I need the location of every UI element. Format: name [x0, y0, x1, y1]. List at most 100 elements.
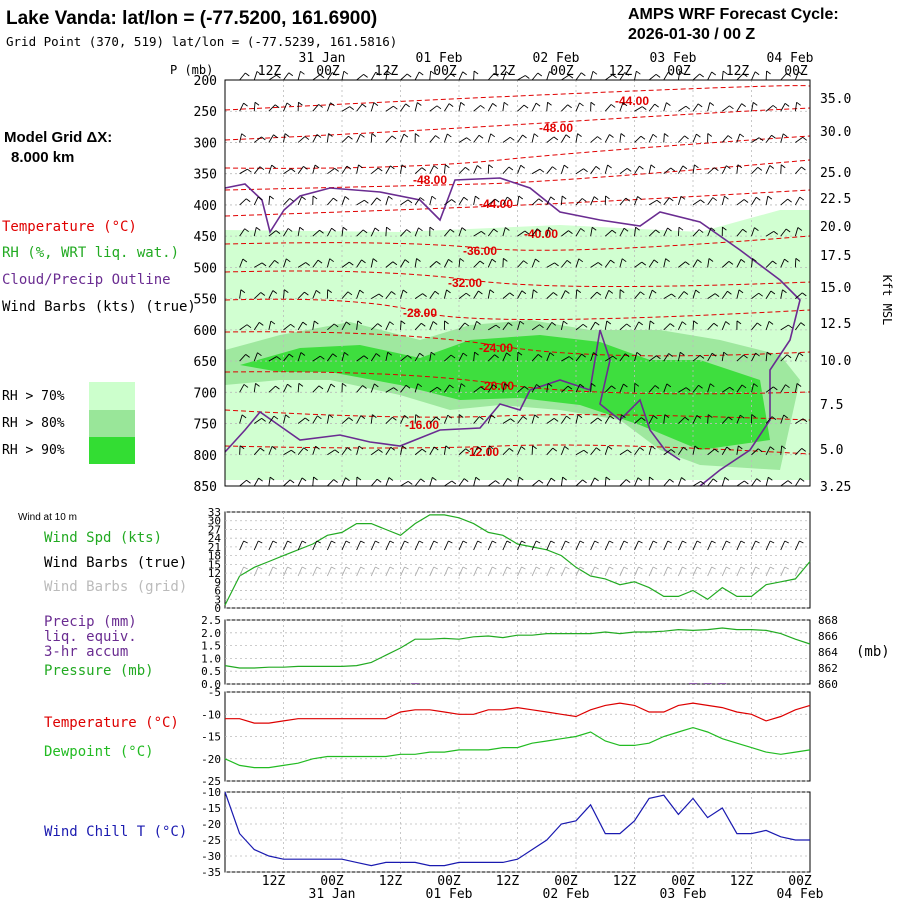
wind-barb — [312, 259, 323, 268]
wind-barb — [239, 102, 248, 112]
wind-barb — [795, 448, 807, 456]
wind-barb — [283, 133, 290, 143]
wind-barb — [590, 291, 602, 299]
wind-barb — [634, 417, 646, 424]
top-time-tick-label: 12Z — [375, 64, 399, 79]
top-time-tick-label: 12Z — [258, 64, 282, 79]
wind-barb — [619, 102, 628, 112]
wind-barb — [707, 102, 715, 112]
wind-barb — [297, 291, 309, 299]
surface-wind-barb-grid — [590, 566, 599, 577]
wind-barb — [707, 133, 713, 143]
wind-barb — [692, 445, 700, 455]
wind-barb — [531, 414, 539, 424]
wind-barb — [444, 199, 456, 206]
pressure-tick-label: 800 — [194, 449, 217, 464]
surface-wind-barb-grid — [429, 566, 438, 577]
pressure-tick-label: 864 — [818, 646, 838, 659]
wind-barb — [517, 446, 526, 455]
wind-barb — [370, 133, 377, 143]
wind-barb — [502, 322, 513, 331]
temperature-contour — [224, 444, 811, 455]
top-time-tick-label: 00Z — [784, 64, 808, 79]
wind-barb — [400, 103, 410, 112]
panel-y-tick-label: 2.0 — [201, 627, 221, 640]
pressure-axis-title: P (mb) — [170, 63, 213, 77]
panel-y-tick-label: -20 — [201, 753, 221, 766]
wind-barb — [794, 383, 802, 393]
wind-barb — [765, 231, 779, 237]
wind-barb — [356, 320, 362, 330]
wind-barb — [736, 103, 746, 112]
wind-barb — [634, 106, 647, 112]
model-grid-label: Model Grid ΔX: — [4, 129, 112, 146]
wind-barb — [795, 292, 807, 299]
wind-barb — [765, 416, 777, 424]
top-date-label: 04 Feb — [767, 51, 814, 66]
surface-wind-barb-true — [634, 540, 643, 551]
surface-wind-barb-grid — [663, 566, 672, 577]
surface-wind-barb-grid — [443, 566, 453, 577]
wind-barb — [794, 258, 801, 268]
wind-barb — [356, 355, 369, 362]
wind-barb — [692, 73, 704, 81]
wind-barb — [794, 478, 805, 487]
wind-panel: Wind at 10 m Wind Spd (kts) Wind Barbs (tr… — [18, 506, 811, 615]
wind-barb — [692, 384, 703, 393]
wind-barb — [677, 165, 688, 174]
wind-barb — [765, 195, 773, 206]
surface-wind-barb-true — [590, 540, 599, 551]
wind-barb — [239, 414, 247, 424]
wind-barb — [517, 195, 524, 205]
bottom-time-tick-label: 00Z — [437, 874, 461, 889]
wind-barb — [561, 230, 573, 237]
wind-barb — [663, 227, 672, 237]
wind-barb — [341, 135, 353, 143]
surface-wind-barb-grid — [575, 566, 585, 577]
height-tick-label: 10.0 — [820, 354, 851, 369]
temperature-contour — [224, 159, 811, 191]
top-time-tick-label: 12Z — [726, 64, 750, 79]
wind-barb — [560, 164, 569, 174]
wind-barb — [414, 71, 424, 81]
wind-barb — [502, 166, 514, 174]
wind-barb — [517, 230, 530, 237]
surface-wind-barb-grid — [385, 566, 395, 577]
wind-barb — [736, 480, 749, 487]
wind-barb — [575, 228, 585, 237]
wind-barb — [634, 261, 647, 268]
wind-barb — [590, 136, 602, 143]
wind-barb — [604, 195, 610, 205]
panel-y-tick-label: 0.0 — [201, 678, 221, 691]
wind-barb — [546, 262, 559, 268]
legend-wind-barbs: Wind Barbs (kts) (true) — [2, 299, 196, 315]
wind-barb — [751, 383, 758, 393]
height-tick-label: 30.0 — [820, 125, 851, 140]
pressure-tick-label: 700 — [194, 386, 217, 401]
wind-barb — [780, 289, 787, 299]
wind-barb — [356, 229, 368, 237]
legend-rh70-swatch — [89, 382, 135, 410]
surface-wind-barb-true — [473, 540, 482, 551]
wind-barb — [736, 445, 743, 455]
wind-barb — [604, 320, 612, 330]
wind-chill-label: Wind Chill T (°C) — [44, 824, 187, 840]
panel-y-tick-label: 2.5 — [201, 614, 221, 627]
wind-barb — [268, 385, 280, 393]
wind-barb — [517, 415, 528, 424]
panel-y-tick-label: 0.5 — [201, 665, 221, 678]
pressure-tick-label: 450 — [194, 230, 217, 245]
wind-barb — [283, 198, 295, 206]
wind-barb — [327, 168, 339, 175]
wind-barb — [341, 261, 354, 268]
wind-barb — [444, 354, 456, 362]
wind-barb — [765, 165, 775, 174]
panel-y-tick-label: -25 — [201, 775, 221, 788]
panel-y-tick-label: 21 — [208, 541, 221, 554]
wind-barb — [458, 102, 465, 112]
temperature-contour-label: -20.00 — [480, 379, 514, 393]
wind-barb — [312, 134, 322, 143]
wind-barb — [502, 101, 509, 112]
panel-y-tick-label: -10 — [201, 786, 221, 799]
